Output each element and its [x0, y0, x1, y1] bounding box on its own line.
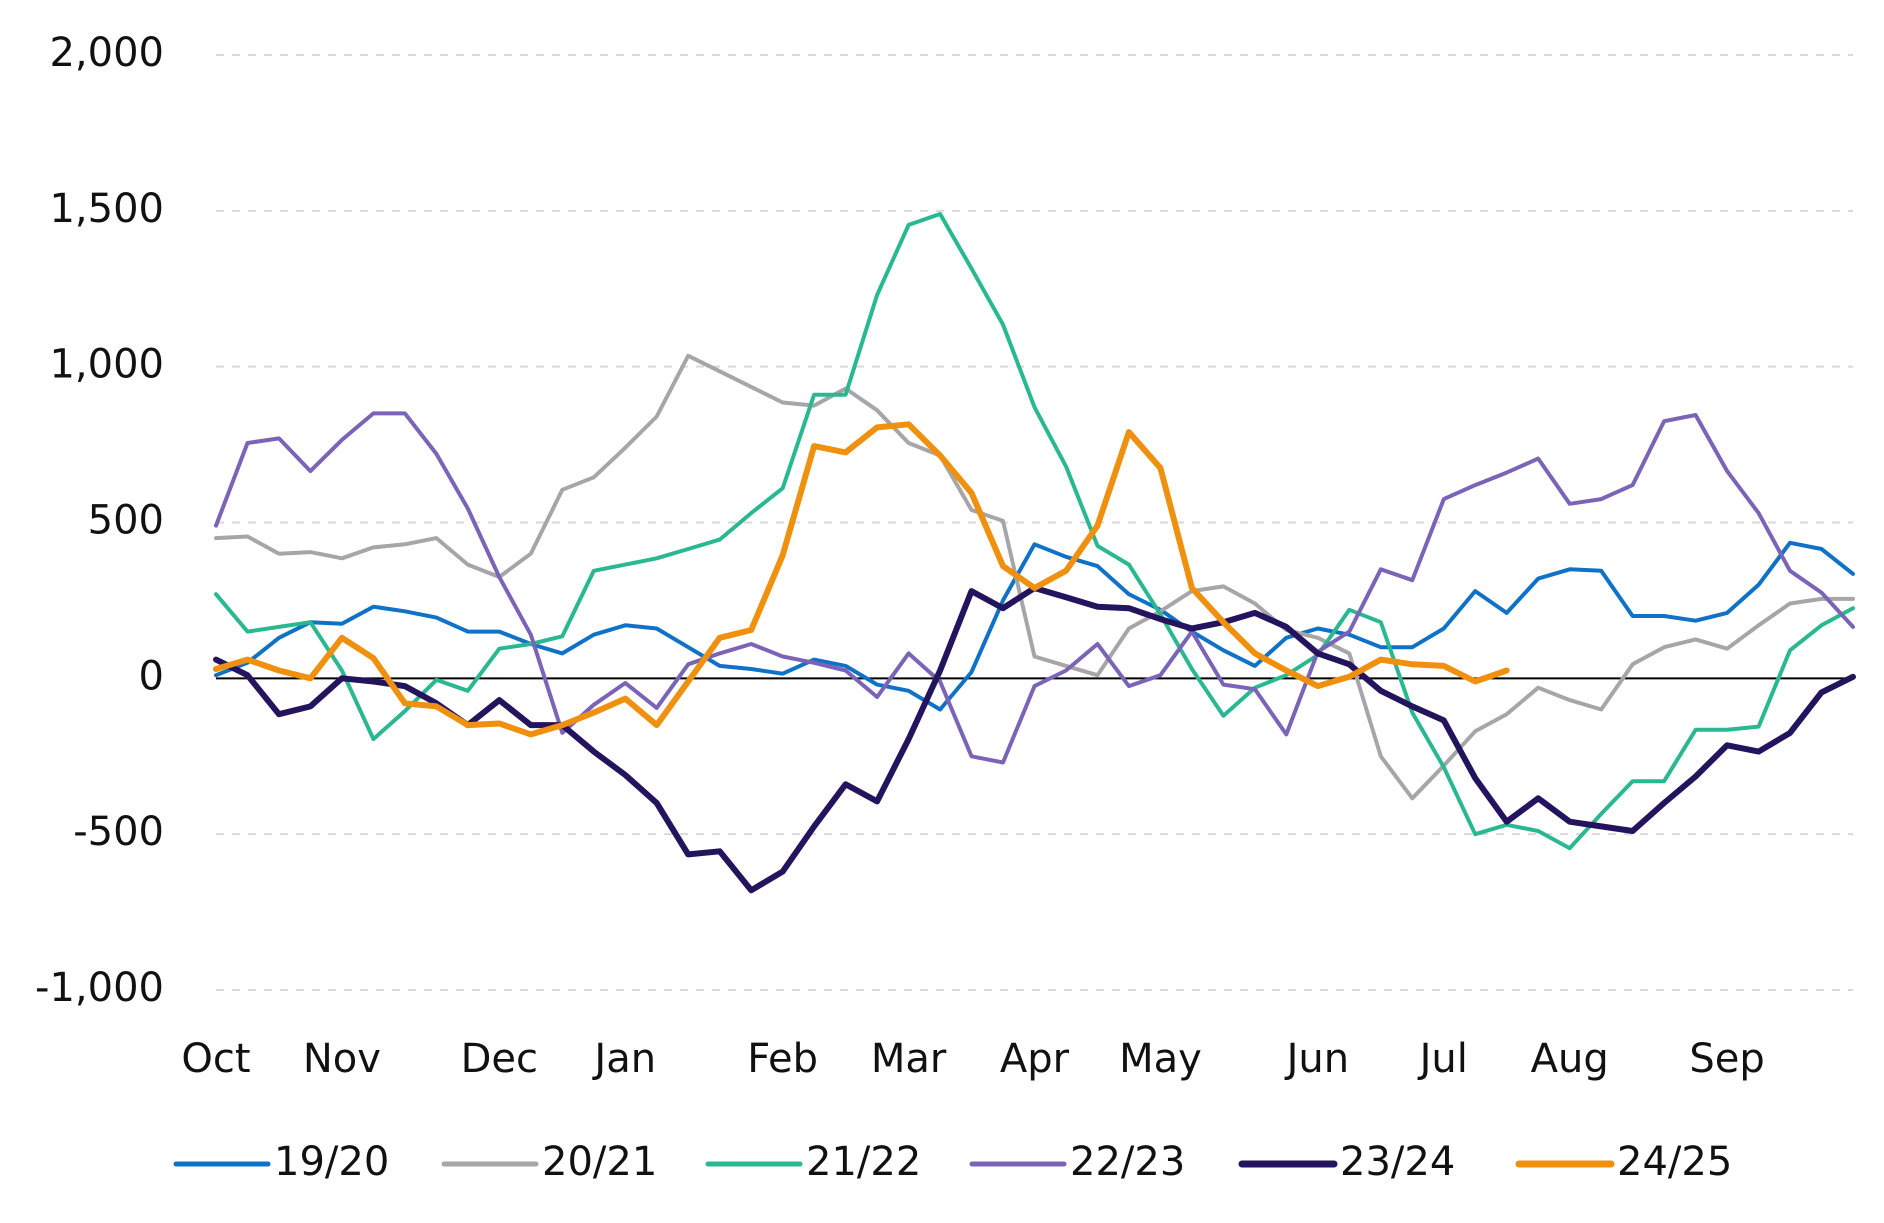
- legend-label: 22/23: [1070, 1139, 1185, 1185]
- x-tick-label: Jul: [1417, 1036, 1468, 1082]
- x-tick-label: Nov: [303, 1036, 381, 1082]
- y-tick-label: -500: [73, 809, 164, 855]
- series-line: [214, 411, 1855, 765]
- series-line: [214, 353, 1855, 801]
- series-line: [213, 585, 1856, 894]
- x-tick-label: Aug: [1531, 1036, 1609, 1082]
- legend-label: 23/24: [1340, 1139, 1455, 1185]
- legend-label: 19/20: [274, 1139, 389, 1185]
- y-tick-label: 1,500: [49, 186, 164, 232]
- x-tick-label: Apr: [1000, 1036, 1070, 1082]
- y-tick-label: 1,000: [49, 342, 164, 388]
- series-line: [213, 421, 1510, 738]
- x-tick-label: May: [1119, 1036, 1202, 1082]
- series-line: [214, 540, 1855, 712]
- y-tick-label: -1,000: [35, 965, 164, 1011]
- y-tick-label: 2,000: [49, 30, 164, 76]
- y-tick-label: 0: [139, 653, 164, 699]
- series-line: [214, 212, 1855, 851]
- x-tick-label: Mar: [871, 1036, 947, 1082]
- legend-label: 21/22: [806, 1139, 921, 1185]
- x-tick-label: Feb: [747, 1036, 818, 1082]
- y-tick-label: 500: [88, 498, 164, 544]
- x-tick-label: Sep: [1689, 1036, 1764, 1082]
- x-tick-label: Jan: [591, 1036, 656, 1082]
- legend-label: 20/21: [542, 1139, 657, 1185]
- x-tick-label: Oct: [181, 1036, 250, 1082]
- x-tick-label: Jun: [1284, 1036, 1350, 1082]
- legend-label: 24/25: [1617, 1139, 1732, 1185]
- x-tick-label: Dec: [461, 1036, 538, 1082]
